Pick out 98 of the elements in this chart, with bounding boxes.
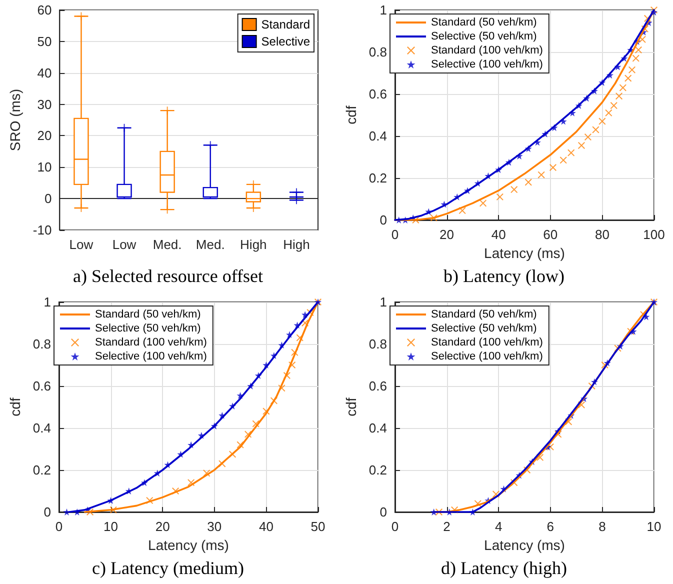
- point: [252, 420, 260, 428]
- point: [610, 102, 618, 110]
- y-tick-label: 0: [380, 504, 387, 520]
- legend-label: Selective (100 veh/km): [431, 58, 543, 70]
- y-tick-label: 0.8: [368, 336, 387, 352]
- point: [188, 479, 195, 486]
- point: [560, 156, 567, 164]
- x-tick-label: 2: [443, 519, 450, 534]
- text: b) Latency (low): [444, 266, 564, 286]
- x-tick-label: Med.: [152, 237, 182, 252]
- point: [605, 109, 612, 116]
- x-tick-label: High: [283, 237, 310, 252]
- y-axis-title: SRO (ms): [7, 88, 23, 152]
- x-axis-title: Latency (ms): [484, 244, 565, 261]
- y-tick-label: 0.2: [32, 462, 51, 478]
- x-tick-label: 6: [546, 519, 554, 534]
- x-axis-title: Latency (ms): [148, 536, 229, 553]
- point: [616, 92, 623, 100]
- y-tick-label: 0: [380, 212, 387, 228]
- point: [598, 118, 606, 125]
- x-tick-label: 20: [440, 227, 454, 242]
- legend-label: Selective (50 veh/km): [95, 322, 201, 334]
- point: [632, 54, 640, 62]
- y-tick-label: 0.6: [368, 86, 387, 102]
- point: [510, 186, 518, 194]
- point: [63, 508, 70, 516]
- point: [524, 178, 532, 186]
- point: [496, 193, 504, 200]
- x-tick-label: 30: [207, 519, 222, 534]
- x-axis-title: Latency (ms): [484, 536, 565, 553]
- x-tick-label: 20: [155, 519, 170, 534]
- y-tick-label: 0.2: [368, 170, 387, 186]
- legend-label: Standard (50 veh/km): [95, 308, 201, 320]
- y-axis-title: cdf: [7, 398, 23, 416]
- y-tick-label: 20: [37, 128, 52, 144]
- x-tick-label: 10: [646, 519, 662, 534]
- y-tick-label: 60: [37, 2, 52, 18]
- legend-label: Standard (100 veh/km): [95, 336, 207, 348]
- x-tick-label: 60: [543, 227, 558, 242]
- y-tick-label: 40: [37, 65, 52, 80]
- point: [492, 490, 500, 498]
- y-tick-label: 0.4: [368, 420, 387, 436]
- legend-label: Selective (100 veh/km): [95, 350, 207, 362]
- text: c) Latency (medium): [92, 558, 244, 578]
- x-tick-label: 40: [491, 227, 506, 242]
- point: [624, 74, 632, 82]
- y-axis-title: cdf: [343, 398, 359, 416]
- y-tick-label: 0.4: [368, 128, 387, 144]
- point: [628, 66, 636, 74]
- x-tick-label: 80: [594, 227, 610, 242]
- x-tick-label: 0: [391, 519, 399, 534]
- point: [584, 134, 592, 141]
- y-tick-label: 50: [37, 34, 52, 49]
- point: [619, 84, 626, 92]
- y-tick-label: 0.6: [32, 378, 51, 394]
- x-tick-label: 100: [643, 227, 665, 242]
- legend-label: Standard (100 veh/km): [431, 336, 543, 348]
- legend-label: Selective (50 veh/km): [431, 322, 537, 334]
- y-tick-label: 0.8: [368, 44, 387, 60]
- y-tick-label: 0.6: [368, 378, 387, 394]
- y-tick-label: 10: [37, 160, 52, 175]
- x-tick-label: 0: [55, 519, 63, 534]
- y-tick-label: 0.2: [368, 462, 387, 478]
- text: d) Latency (high): [441, 558, 567, 578]
- x-tick-label: 8: [598, 519, 606, 534]
- point: [549, 164, 556, 171]
- legend-label: Standard (50 veh/km): [431, 16, 537, 28]
- x-tick-label: Low: [112, 237, 137, 252]
- point: [538, 171, 545, 178]
- point: [634, 46, 642, 54]
- x-tick-label: 0: [391, 227, 399, 242]
- y-tick-label: 1: [44, 294, 51, 310]
- x-tick-label: 10: [104, 519, 118, 534]
- x-tick-label: 4: [494, 519, 502, 534]
- x-tick-label: Low: [69, 237, 94, 252]
- legend-label: Standard (50 veh/km): [431, 308, 537, 320]
- legend-label: Standard: [261, 18, 310, 32]
- y-tick-label: 0: [44, 504, 51, 520]
- x-tick-label: 40: [258, 519, 274, 534]
- point: [592, 126, 600, 134]
- legend-label: Standard (100 veh/km): [431, 44, 543, 56]
- x-tick-label: 50: [310, 519, 326, 534]
- y-tick-label: 0: [44, 191, 52, 206]
- y-tick-label: 1: [380, 2, 387, 18]
- y-tick-label: 0.4: [32, 420, 51, 436]
- legend-label: Selective (50 veh/km): [431, 30, 537, 42]
- x-tick-label: High: [240, 237, 267, 252]
- y-tick-label: 30: [37, 96, 52, 112]
- y-tick-label: 0.8: [32, 336, 51, 352]
- y-axis-title: cdf: [343, 106, 359, 124]
- y-tick-label: 1: [380, 294, 387, 310]
- point: [568, 149, 575, 156]
- legend-label: Selective (100 veh/km): [431, 350, 543, 362]
- y-tick-label: -10: [32, 222, 52, 238]
- x-tick-label: Med.: [196, 237, 225, 252]
- legend-label: Selective: [261, 34, 310, 48]
- point: [578, 142, 585, 149]
- text: a) Selected resource offset: [72, 266, 264, 286]
